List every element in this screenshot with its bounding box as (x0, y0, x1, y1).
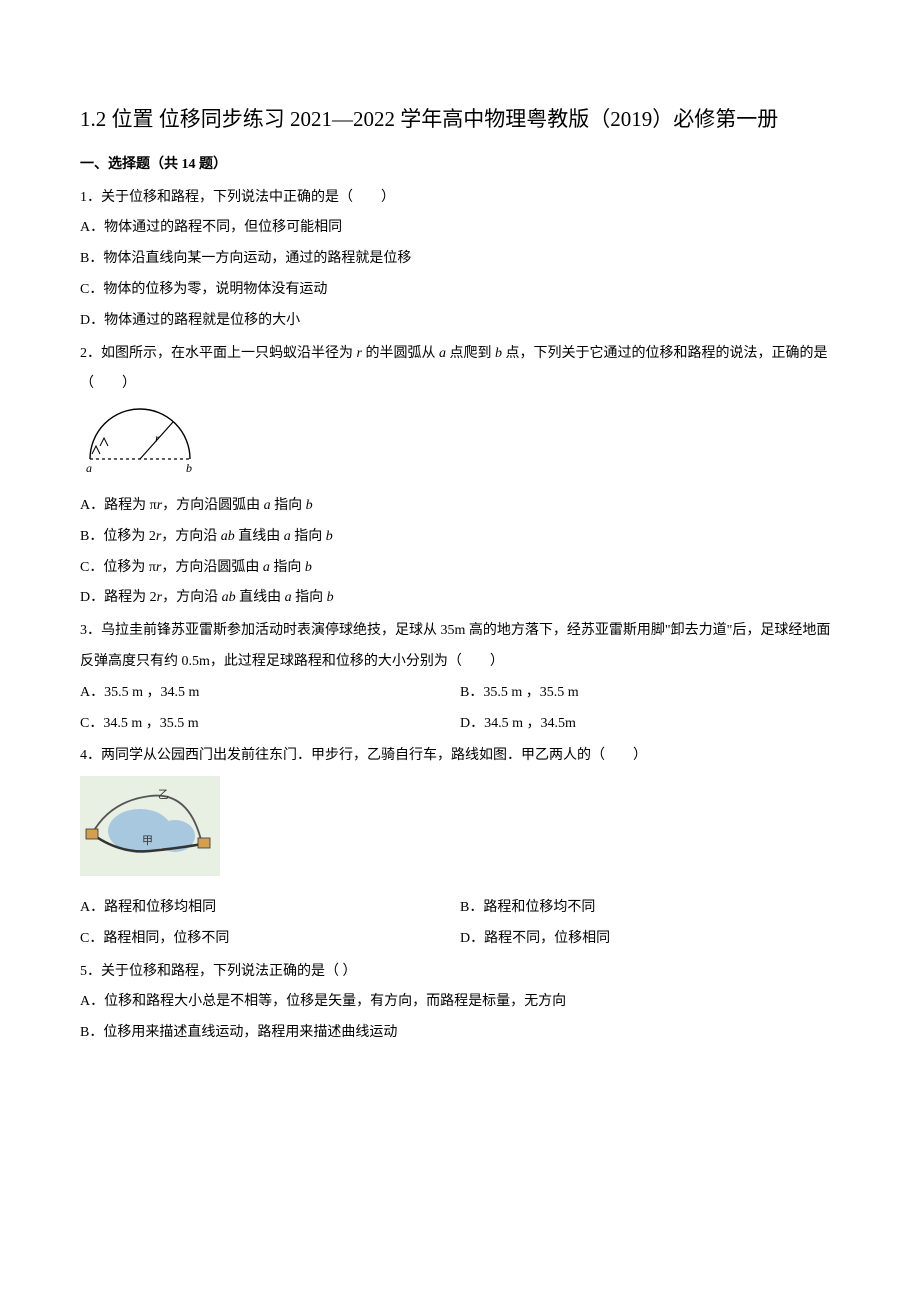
q2b-var: b (326, 529, 333, 544)
q2c-text: C．位移为 π (80, 560, 156, 575)
fig-label-a: a (86, 461, 92, 474)
q3-option-a: A．35.5 m ，34.5 m (80, 678, 460, 709)
q2-option-d: D．路程为 2r，方向沿 ab 直线由 a 指向 b (80, 583, 840, 614)
q2a-text: ，方向沿圆弧由 (162, 498, 264, 513)
q1-option-c: C．物体的位移为零，说明物体没有运动 (80, 275, 840, 306)
q4-figure: 甲 乙 (80, 776, 840, 889)
q2c-var: a (263, 560, 270, 575)
q5-option-b: B．位移用来描述直线运动，路程用来描述曲线运动 (80, 1018, 840, 1049)
q2c-text: 指向 (270, 560, 305, 575)
q2c-text: ，方向沿圆弧由 (161, 560, 263, 575)
q2a-text: A．路程为 π (80, 498, 157, 513)
q1-option-a: A．物体通过的路程不同，但位移可能相同 (80, 213, 840, 244)
question-3: 3．乌拉圭前锋苏亚雷斯参加活动时表演停球绝技，足球从 35m 高的地方落下，经苏… (80, 616, 840, 739)
question-2: 2．如图所示，在水平面上一只蚂蚁沿半径为 r 的半圆弧从 a 点爬到 b 点，下… (80, 339, 840, 615)
fig-label-b: b (186, 461, 192, 474)
q4-option-c: C．路程相同，位移不同 (80, 924, 460, 955)
q2d-var: a (285, 590, 292, 605)
q4-option-a: A．路程和位移均相同 (80, 893, 460, 924)
q2-text: 2．如图所示，在水平面上一只蚂蚁沿半径为 (80, 346, 357, 361)
q2-text: 的半圆弧从 (362, 346, 439, 361)
q2d-text: 直线由 (236, 590, 285, 605)
q2a-var: b (306, 498, 313, 513)
q2b-text: 指向 (291, 529, 326, 544)
q3-option-d: D．34.5 m ，34.5m (460, 709, 840, 740)
q2-option-b: B．位移为 2r，方向沿 ab 直线由 a 指向 b (80, 522, 840, 553)
q2-stem: 2．如图所示，在水平面上一只蚂蚁沿半径为 r 的半圆弧从 a 点爬到 b 点，下… (80, 339, 840, 401)
q1-option-b: B．物体沿直线向某一方向运动，通过的路程就是位移 (80, 244, 840, 275)
q4-stem: 4．两同学从公园西门出发前往东门．甲步行，乙骑自行车，路线如图．甲乙两人的（ ） (80, 741, 840, 772)
q2-figure: r a b (80, 404, 840, 487)
fig-label-jia: 甲 (142, 835, 153, 847)
q3-option-c: C．34.5 m ，35.5 m (80, 709, 460, 740)
q2b-text: ，方向沿 (161, 529, 221, 544)
section-header: 一、选择题（共 14 题） (80, 150, 840, 181)
q2d-text: D．路程为 2 (80, 590, 157, 605)
q2c-var: b (305, 560, 312, 575)
q2-var-a: a (439, 346, 446, 361)
q1-stem: 1．关于位移和路程，下列说法中正确的是（ ） (80, 183, 840, 214)
q2-var-b: b (495, 346, 502, 361)
question-1: 1．关于位移和路程，下列说法中正确的是（ ） A．物体通过的路程不同，但位移可能… (80, 183, 840, 337)
page-title: 1.2 位置 位移同步练习 2021—2022 学年高中物理粤教版（2019）必… (80, 100, 840, 140)
fig-label-yi: 乙 (158, 788, 169, 801)
q2d-var: ab (222, 590, 236, 605)
q3-option-b: B．35.5 m ，35.5 m (460, 678, 840, 709)
q2-text: 点爬到 (446, 346, 495, 361)
q2d-text: 指向 (292, 590, 327, 605)
q4-option-d: D．路程不同，位移相同 (460, 924, 840, 955)
q4-option-b: B．路程和位移均不同 (460, 893, 840, 924)
q2-option-c: C．位移为 πr，方向沿圆弧由 a 指向 b (80, 553, 840, 584)
q2b-var: a (284, 529, 291, 544)
q3-stem: 3．乌拉圭前锋苏亚雷斯参加活动时表演停球绝技，足球从 35m 高的地方落下，经苏… (80, 616, 840, 678)
q1-option-d: D．物体通过的路程就是位移的大小 (80, 306, 840, 337)
q5-option-a: A．位移和路程大小总是不相等，位移是矢量，有方向，而路程是标量，无方向 (80, 987, 840, 1018)
q5-stem: 5．关于位移和路程，下列说法正确的是（ ） (80, 957, 840, 988)
fig-label-r: r (155, 431, 160, 445)
q2d-text: ，方向沿 (162, 590, 222, 605)
question-4: 4．两同学从公园西门出发前往东门．甲步行，乙骑自行车，路线如图．甲乙两人的（ ）… (80, 741, 840, 954)
question-5: 5．关于位移和路程，下列说法正确的是（ ） A．位移和路程大小总是不相等，位移是… (80, 957, 840, 1049)
q2-option-a: A．路程为 πr，方向沿圆弧由 a 指向 b (80, 491, 840, 522)
q2b-text: 直线由 (235, 529, 284, 544)
q2b-text: B．位移为 2 (80, 529, 156, 544)
q2b-var: ab (221, 529, 235, 544)
q2a-var: a (264, 498, 271, 513)
q2d-var: b (327, 590, 334, 605)
q2a-text: 指向 (271, 498, 306, 513)
